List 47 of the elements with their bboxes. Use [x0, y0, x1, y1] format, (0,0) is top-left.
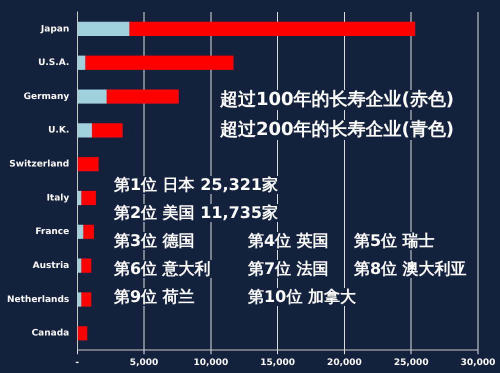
x-tick-label: 20,000 [327, 358, 362, 368]
x-tick-label: 15,000 [260, 358, 295, 368]
y-tick-label: U.K. [48, 126, 70, 136]
annotation: 第8位 澳大利亚 [352, 259, 469, 278]
annotation: 超过100年的长寿企业(赤色) [218, 89, 456, 110]
bar [78, 224, 84, 239]
y-tick-label: Canada [32, 328, 70, 339]
bar [92, 123, 123, 138]
bar [78, 123, 92, 138]
bar [83, 224, 94, 239]
x-tick-label: 10,000 [193, 358, 228, 368]
annotation: 第3位 德国 [112, 231, 197, 250]
x-tick-label: 30,000 [460, 358, 496, 368]
y-tick-label: France [35, 227, 70, 238]
annotation: 第4位 英国 [246, 231, 331, 250]
y-tick-label: Switzerland [9, 160, 70, 170]
annotation: 第9位 荷兰 [112, 287, 197, 306]
y-tick-label: Italy [46, 193, 70, 204]
bar [78, 326, 88, 340]
bar [81, 190, 96, 206]
bar [78, 56, 86, 70]
bar [81, 258, 92, 273]
x-tick-label: - [75, 358, 80, 368]
bar [78, 22, 130, 36]
y-tick-label: Germany [24, 92, 70, 102]
annotation: 第6位 意大利 [112, 259, 213, 278]
bar [78, 292, 82, 307]
annotation: 第2位 美国 11,735家 [112, 203, 280, 222]
bar [129, 22, 416, 36]
bar [78, 89, 107, 104]
x-tick-label: 25,000 [394, 358, 429, 368]
x-tick-label: 5,000 [130, 358, 158, 368]
y-tick-label: U.S.A. [38, 58, 70, 68]
annotation: 第1位 日本 25,321家 [112, 175, 280, 194]
bar [85, 56, 234, 70]
bar [78, 157, 99, 172]
bar [106, 89, 179, 104]
annotation: 第10位 加拿大 [246, 287, 358, 306]
annotation: 第7位 法国 [246, 259, 331, 278]
y-tick-label: Japan [40, 24, 70, 34]
bar [78, 258, 82, 273]
annotation: 第5位 瑞士 [352, 231, 437, 250]
y-tick-label: Netherlands [6, 294, 70, 305]
y-tick-label: Austria [32, 260, 70, 271]
bar [81, 292, 92, 307]
bar [78, 190, 82, 206]
annotation: 超过200年的长寿企业(青色) [218, 119, 456, 140]
